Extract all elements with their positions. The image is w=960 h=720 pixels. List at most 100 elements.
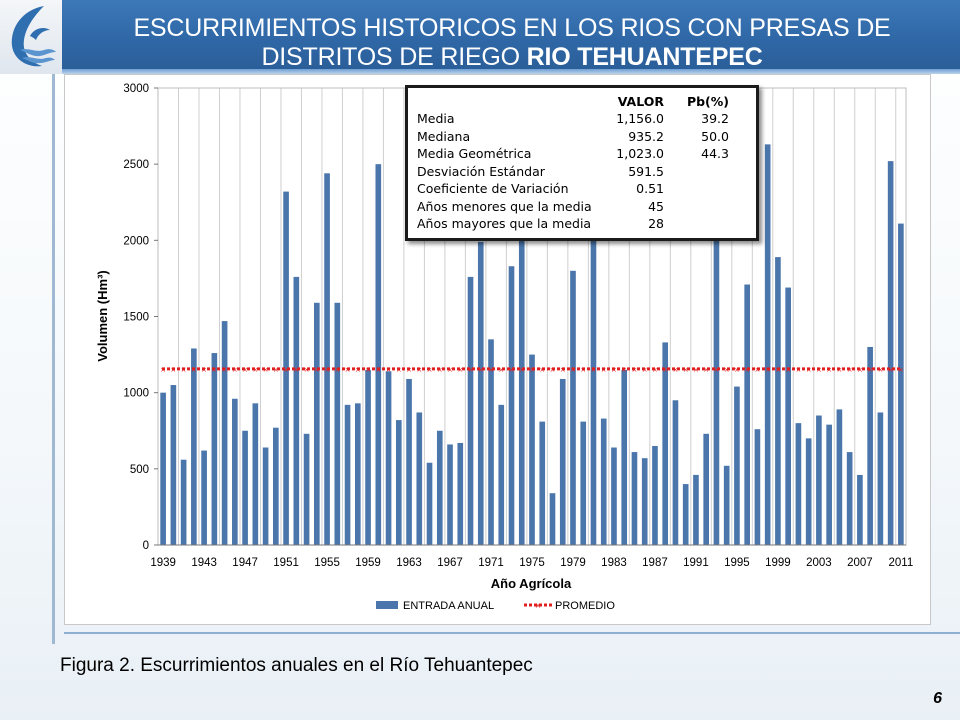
mean-line-marker: × <box>314 366 320 374</box>
bar-1995 <box>734 386 740 545</box>
mean-line-marker: × <box>642 366 648 374</box>
mean-line-marker: × <box>621 366 627 374</box>
title-line-2: DISTRITOS DE RIEGO RIO TEHUANTEPEC <box>64 43 960 72</box>
x-tick-label: 1971 <box>478 557 504 569</box>
axis-layer: 0 500 1000 1500 2000 2500 3000 1939 1943 1947 1951… <box>123 83 913 569</box>
bar-1964 <box>416 412 423 545</box>
header-band <box>0 0 960 74</box>
bar-2004 <box>826 424 832 545</box>
mean-line-marker: × <box>580 366 586 374</box>
mean-line-marker: × <box>550 366 556 374</box>
bar-1983 <box>611 447 617 545</box>
mean-line-marker: × <box>509 366 515 374</box>
bar-1946 <box>232 398 238 545</box>
mean-line-marker: × <box>662 366 668 374</box>
mean-line-marker: × <box>795 366 801 374</box>
stats-row-label: Años menores que la media <box>417 198 592 214</box>
bar-1990 <box>682 484 689 545</box>
bar-1945 <box>221 321 228 545</box>
bar-1992 <box>703 433 710 545</box>
mean-line-marker: × <box>703 366 709 374</box>
bar-1986 <box>641 458 648 545</box>
y-tick-label: 0 <box>143 540 149 552</box>
water-logo-icon <box>11 6 56 67</box>
y-tick-label: 1000 <box>123 388 149 400</box>
stats-row: Coeficiente de Variación 0.51 <box>408 181 756 199</box>
bar-1981 <box>590 232 597 545</box>
stats-row: Mediana 935.2 50.0 <box>408 129 756 147</box>
bar-1962 <box>395 420 402 545</box>
bar-1982 <box>600 418 607 545</box>
bar-1971 <box>488 339 494 545</box>
mean-line-marker: × <box>673 366 679 374</box>
stats-row-value: 1,156.0 <box>616 111 664 126</box>
stats-row-label: Media Geométrica <box>417 146 532 161</box>
mean-line-marker: × <box>836 366 842 374</box>
stats-row: Años menores que la media 45 <box>408 199 756 217</box>
mean-line-marker: × <box>201 366 207 374</box>
bar-1959 <box>365 369 371 545</box>
legend: ENTRADA ANUAL × PROMEDIO <box>376 600 615 612</box>
bar-1973 <box>508 266 515 545</box>
bar-1963 <box>406 378 412 545</box>
mean-line-marker: × <box>826 366 832 374</box>
x-tick-label: 1991 <box>683 557 709 569</box>
left-accent-rule <box>52 74 55 644</box>
stats-row: Desviación Estándar 591.5 <box>408 164 756 182</box>
mean-line-marker: × <box>457 366 463 374</box>
bar-1954 <box>314 302 320 545</box>
mean-line-marker: × <box>181 366 187 374</box>
stats-row-value: 591.5 <box>628 163 664 179</box>
y-tick-label: 1500 <box>123 312 149 324</box>
bar-1991 <box>693 474 699 545</box>
bar-2005 <box>836 409 843 545</box>
stats-row: Media Geométrica 1,023.0 44.3 <box>408 146 756 164</box>
stats-row: Años mayores que la media 28 <box>408 216 756 234</box>
stats-row-label: Coeficiente de Variación <box>417 181 569 196</box>
mean-line-marker: × <box>847 366 853 374</box>
stats-row-value: 935.2 <box>628 128 664 144</box>
bar-2009 <box>877 412 884 545</box>
mean-line-marker: × <box>355 366 361 374</box>
mean-line-layer: × × × × × × × × × × × × × × × × × × × × × × × × × × × × × × × × × × × × × × × ×… <box>160 366 904 374</box>
mean-line-marker: × <box>529 366 535 374</box>
bar-2003 <box>816 415 822 545</box>
stats-row-value: 28 <box>648 216 664 231</box>
mean-line-marker: × <box>273 366 279 374</box>
bar-1999 <box>775 257 781 545</box>
mean-line-marker: × <box>724 366 730 374</box>
x-tick-label: 1951 <box>273 557 299 569</box>
x-tick-label: 1943 <box>191 557 217 569</box>
mean-line-marker: × <box>242 366 248 374</box>
bar-1958 <box>354 403 361 545</box>
mean-line-marker: × <box>560 366 566 374</box>
mean-line-marker: × <box>714 366 720 374</box>
x-tick-label: 1987 <box>642 557 668 569</box>
bar-1996 <box>744 284 750 545</box>
bar-1985 <box>631 452 638 545</box>
mean-line-marker: × <box>170 366 176 374</box>
mean-line-marker: × <box>191 366 197 374</box>
slide-title: ESCURRIMIENTOS HISTORICOS EN LOS RIOS CO… <box>64 14 960 72</box>
stats-header-pb: Pb(%) <box>686 94 729 109</box>
stats-row-label: Media <box>417 111 455 126</box>
bar-1987 <box>652 445 658 545</box>
stats-header-value: VALOR <box>617 94 664 109</box>
bar-2006 <box>846 452 853 545</box>
bar-1948 <box>252 403 259 545</box>
bar-1957 <box>344 404 351 545</box>
bar-1979 <box>570 270 576 545</box>
mean-line-marker: × <box>293 366 299 374</box>
bar-1966 <box>436 430 443 545</box>
stats-row: Media 1,156.0 39.2 <box>408 111 756 129</box>
title-line-2-plain: DISTRITOS DE RIEGO <box>261 43 527 71</box>
bar-1941 <box>180 459 187 545</box>
y-tick-label: 500 <box>130 464 149 476</box>
bar-1980 <box>580 421 587 545</box>
mean-line-marker: × <box>478 366 484 374</box>
bar-1943 <box>201 450 207 545</box>
mean-line-marker: × <box>744 366 750 374</box>
bar-1942 <box>191 348 197 545</box>
bar-1965 <box>426 462 433 545</box>
bar-1952 <box>293 276 300 545</box>
